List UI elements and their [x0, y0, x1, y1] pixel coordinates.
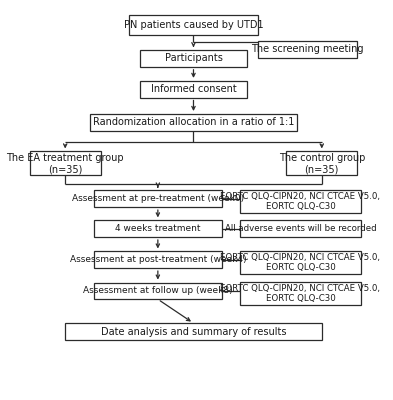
FancyBboxPatch shape	[240, 220, 361, 237]
Text: Participants: Participants	[165, 54, 222, 64]
Text: EORTC QLQ-CIPN20, NCI CTCAE V5.0,
EORTC QLQ-C30: EORTC QLQ-CIPN20, NCI CTCAE V5.0, EORTC …	[220, 284, 380, 303]
FancyBboxPatch shape	[286, 151, 357, 175]
FancyBboxPatch shape	[94, 190, 222, 207]
FancyBboxPatch shape	[94, 252, 222, 268]
Text: All adverse events will be recorded: All adverse events will be recorded	[224, 224, 376, 233]
FancyBboxPatch shape	[140, 50, 247, 67]
Text: PN patients caused by UTD1: PN patients caused by UTD1	[124, 20, 263, 30]
Text: Assessment at follow up (week8): Assessment at follow up (week8)	[83, 286, 233, 295]
Text: 4 weeks treatment: 4 weeks treatment	[115, 224, 200, 233]
FancyBboxPatch shape	[140, 81, 247, 98]
Text: EORTC QLQ-CIPN20, NCI CTCAE V5.0,
EORTC QLQ-C30: EORTC QLQ-CIPN20, NCI CTCAE V5.0, EORTC …	[220, 192, 380, 211]
Text: Informed consent: Informed consent	[151, 84, 236, 94]
FancyBboxPatch shape	[129, 15, 258, 34]
Text: The screening meeting: The screening meeting	[251, 44, 364, 54]
Text: Assessment at pre-treatment (week0): Assessment at pre-treatment (week0)	[72, 194, 244, 203]
Text: The control group
(n=35): The control group (n=35)	[279, 152, 365, 174]
FancyBboxPatch shape	[94, 282, 222, 299]
FancyBboxPatch shape	[29, 151, 101, 175]
Text: Date analysis and summary of results: Date analysis and summary of results	[101, 326, 286, 336]
Text: Assessment at post-treatment (week4): Assessment at post-treatment (week4)	[70, 255, 246, 264]
FancyBboxPatch shape	[240, 282, 361, 305]
FancyBboxPatch shape	[240, 251, 361, 274]
FancyBboxPatch shape	[90, 114, 297, 131]
Text: EORTC QLQ-CIPN20, NCI CTCAE V5.0,
EORTC QLQ-C30: EORTC QLQ-CIPN20, NCI CTCAE V5.0, EORTC …	[220, 253, 380, 272]
FancyBboxPatch shape	[258, 41, 357, 58]
Text: The EA treatment group
(n=35): The EA treatment group (n=35)	[6, 152, 124, 174]
FancyBboxPatch shape	[240, 190, 361, 213]
Text: Randomization allocation in a ratio of 1:1: Randomization allocation in a ratio of 1…	[93, 117, 294, 127]
FancyBboxPatch shape	[65, 323, 322, 340]
FancyBboxPatch shape	[94, 220, 222, 237]
